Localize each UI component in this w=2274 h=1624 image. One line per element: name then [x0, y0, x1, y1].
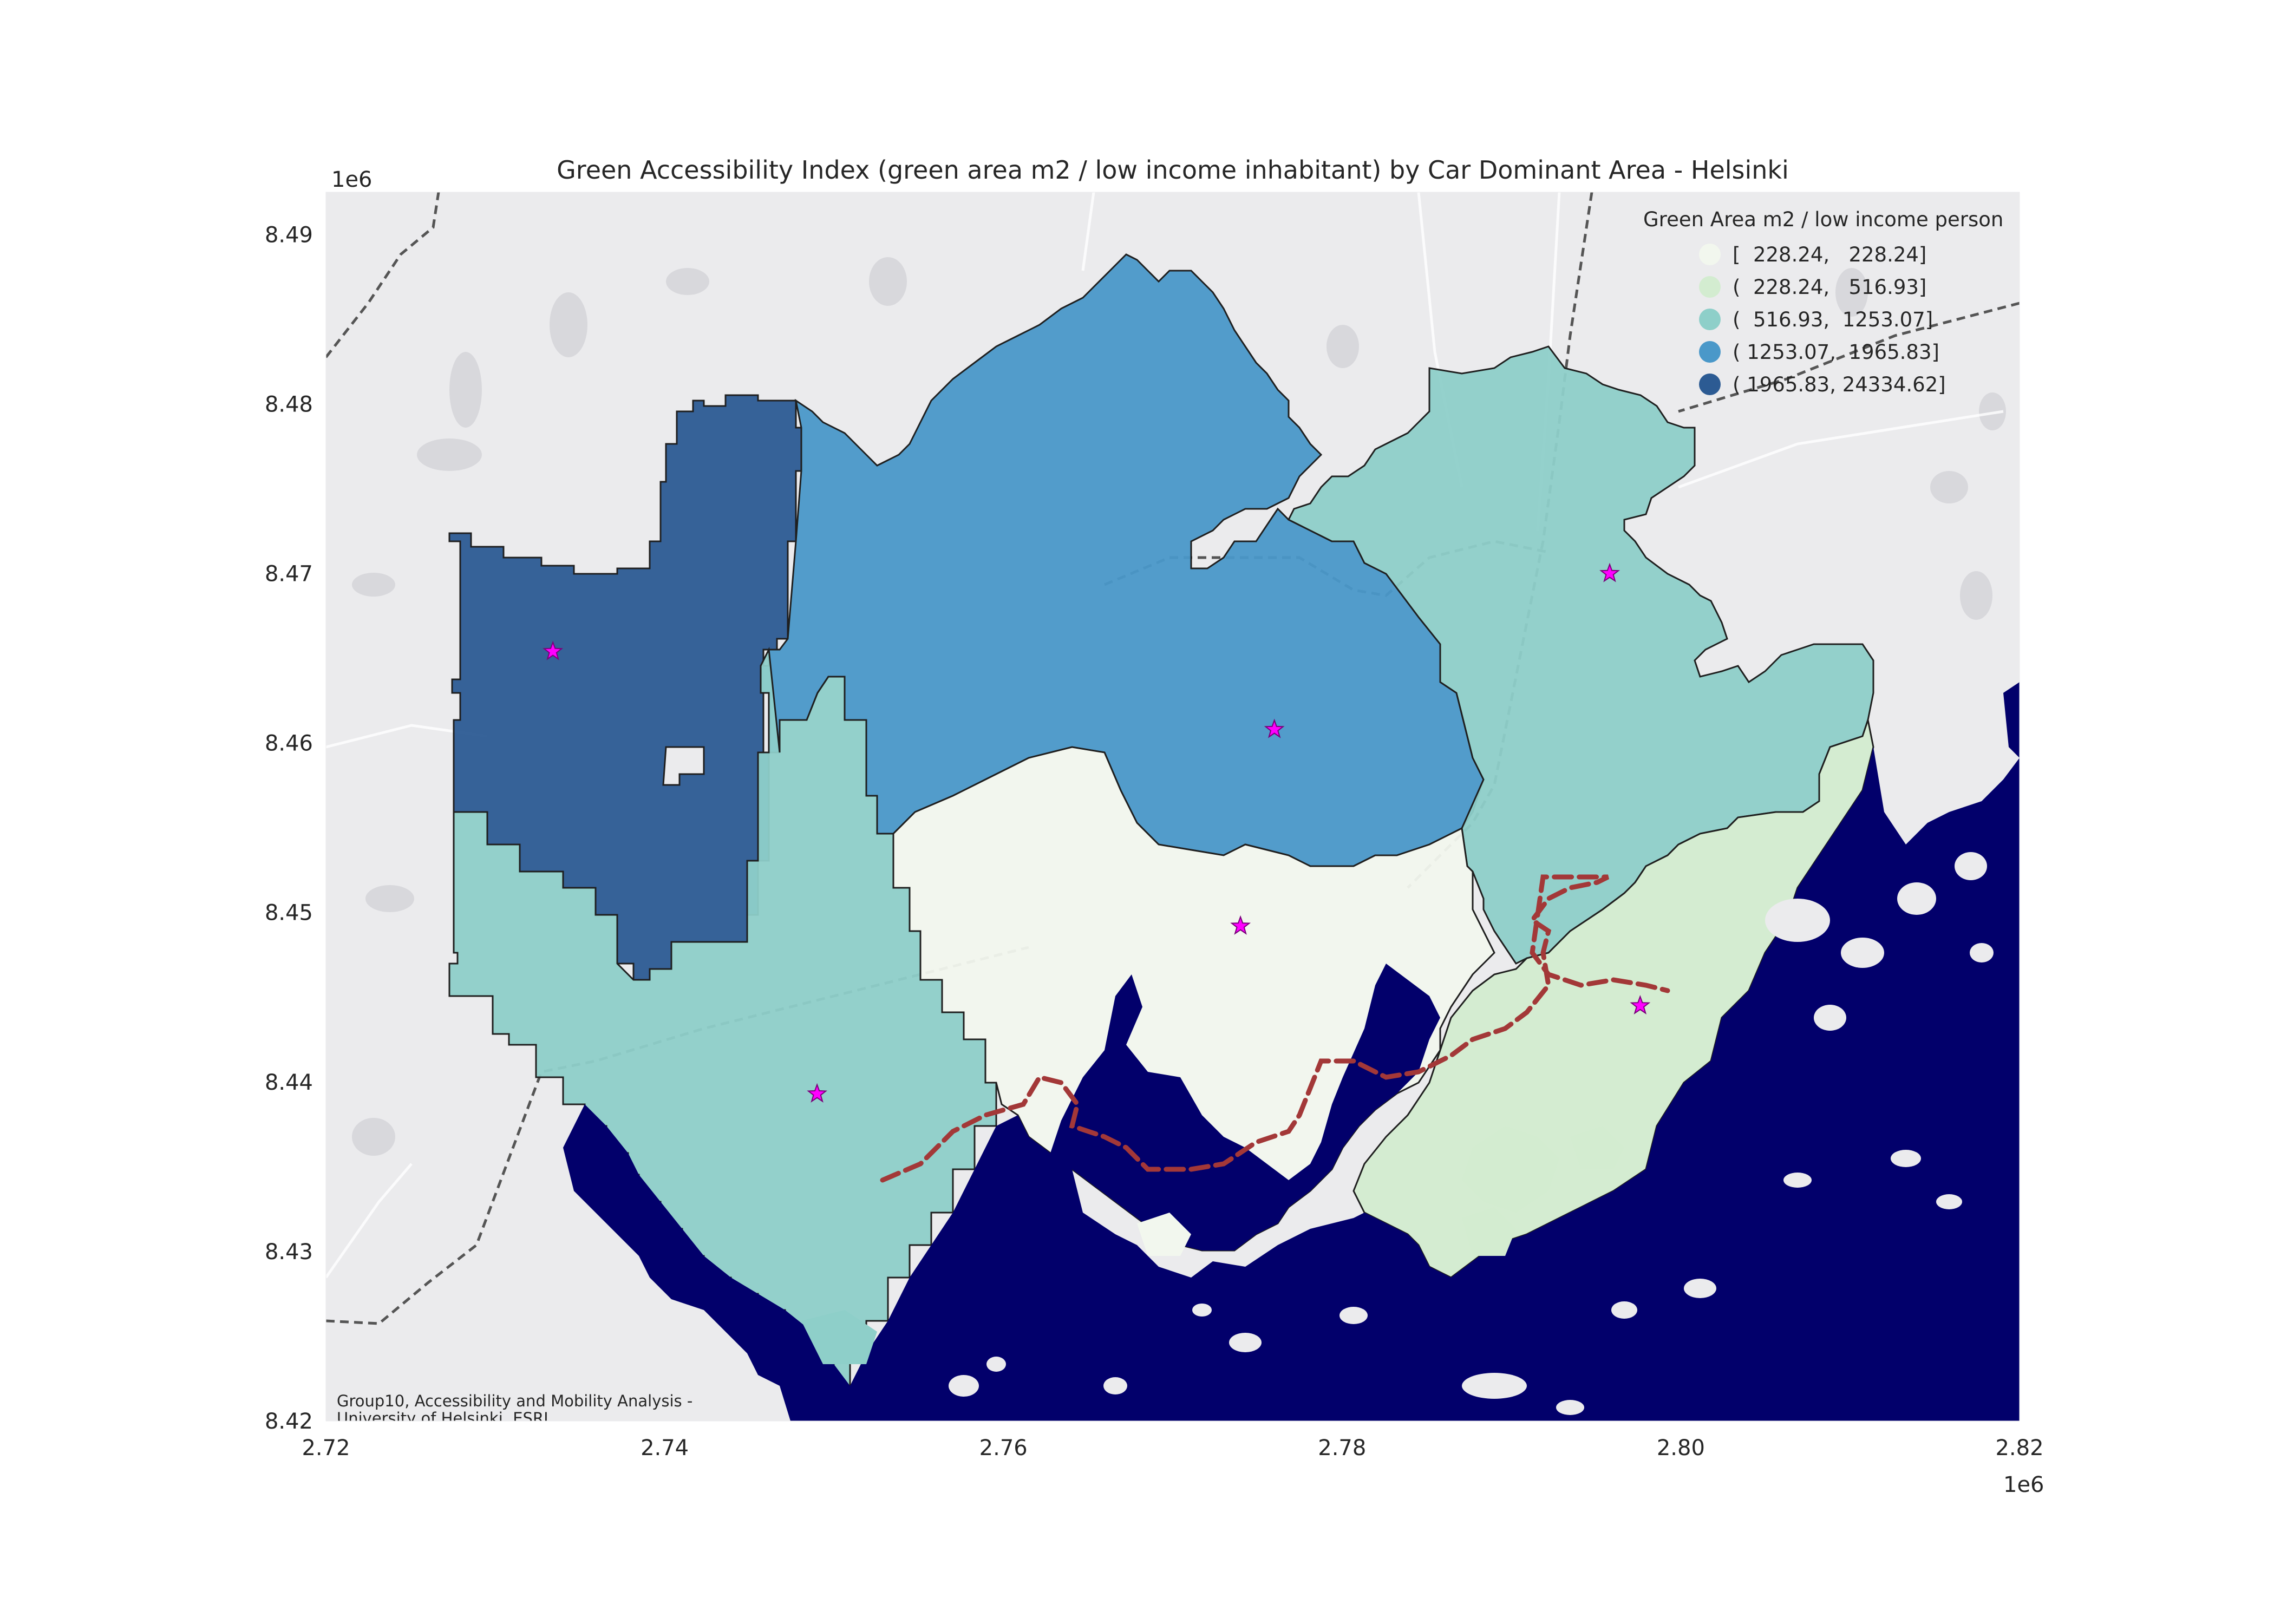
metro-line — [880, 874, 1670, 1183]
y-tick-label: 8.47 — [265, 561, 313, 586]
star-marker — [1599, 562, 1620, 582]
y-tick-label: 8.45 — [265, 901, 313, 926]
legend-title: Green Area m2 / low income person — [1643, 208, 2003, 231]
coastal-islands — [801, 1126, 1624, 1364]
y-tick-label: 8.44 — [265, 1070, 313, 1095]
map-title: Green Accessibility Index (green area m2… — [557, 155, 1789, 185]
y-tick-label: 8.43 — [265, 1240, 313, 1265]
x-tick-label: 2.82 — [1995, 1436, 2043, 1461]
x-tick-label: 2.78 — [1318, 1436, 1366, 1461]
x-tick-label: 2.72 — [302, 1436, 350, 1461]
legend-label: ( 228.24, 516.93] — [1733, 276, 1926, 299]
star-marker — [543, 640, 564, 660]
islands — [949, 852, 1994, 1415]
choropleth-zones — [448, 253, 1874, 1387]
basemap-features — [352, 257, 2006, 1156]
x-tick-label: 2.80 — [1657, 1436, 1705, 1461]
legend-label: ( 516.93, 1253.07] — [1733, 308, 1933, 331]
y-axis-offset: 1e6 — [331, 167, 373, 192]
attribution-line-2: University of Helsinki, ESRI. — [337, 1409, 553, 1427]
y-tick-label: 8.46 — [265, 731, 313, 756]
y-tick-label: 8.49 — [265, 222, 313, 247]
map-area: Group10, Accessibility and Mobility Anal… — [326, 192, 2020, 1427]
y-axis: 8.42 8.43 8.44 8.45 8.46 8.47 8.48 8.49 — [265, 222, 313, 1434]
legend-swatch — [1699, 276, 1721, 298]
y-tick-label: 8.42 — [265, 1409, 313, 1434]
x-axis: 2.72 2.74 2.76 2.78 2.80 2.82 — [302, 1436, 2043, 1461]
marker-layer — [543, 562, 1651, 1103]
legend-swatch — [1699, 244, 1721, 265]
star-marker — [1230, 915, 1251, 935]
legend-label: ( 1253.07, 1965.83] — [1733, 340, 1939, 364]
x-tick-label: 2.74 — [641, 1436, 689, 1461]
legend-swatch — [1699, 309, 1721, 330]
star-marker — [807, 1083, 828, 1103]
legend-swatch — [1699, 341, 1721, 363]
y-tick-label: 8.48 — [265, 392, 313, 417]
legend-label: ( 1965.83, 24334.62] — [1733, 373, 1946, 396]
x-axis-offset: 1e6 — [2003, 1472, 2044, 1497]
legend: Green Area m2 / low income person [ 228.… — [1643, 208, 2003, 396]
legend-label: [ 228.24, 228.24] — [1733, 243, 1926, 266]
x-tick-label: 2.76 — [979, 1436, 1028, 1461]
legend-items: [ 228.24, 228.24] ( 228.24, 516.93] ( 516.… — [1699, 243, 1946, 396]
sea — [563, 682, 2020, 1421]
axes-frame — [325, 192, 2020, 1422]
star-marker — [1264, 718, 1285, 738]
legend-swatch — [1699, 374, 1721, 395]
attribution-line-1: Group10, Accessibility and Mobility Anal… — [337, 1392, 692, 1410]
star-marker — [1630, 994, 1651, 1014]
zone-class-5 — [448, 394, 802, 981]
